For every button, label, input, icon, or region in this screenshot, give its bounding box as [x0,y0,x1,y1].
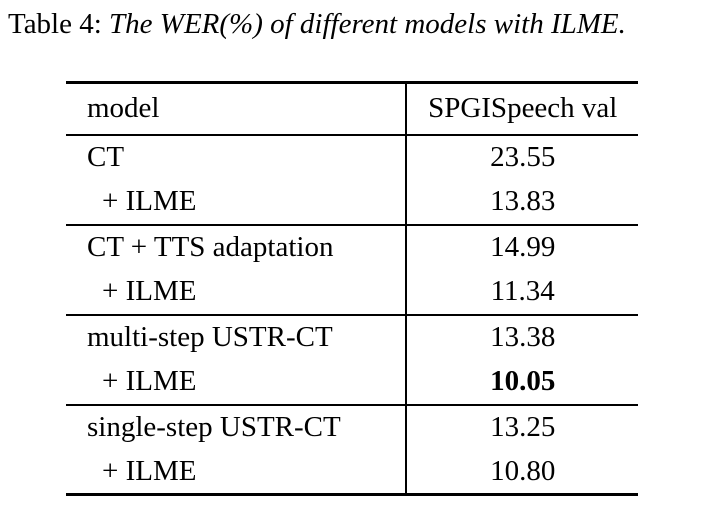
table-row: single-step USTR-CT 13.25 [66,404,638,450]
model-cell: single-step USTR-CT [87,411,341,443]
table-row: + ILME 11.34 [66,269,638,315]
table-row: + ILME 13.83 [66,179,638,225]
table-row: CT + TTS adaptation 14.99 [66,224,638,270]
value-cell: 13.25 [405,404,638,450]
table-caption: Table 4: The WER(%) of different models … [8,6,626,42]
table-group-single-step: single-step USTR-CT 13.25 + ILME 10.80 [66,404,638,495]
table-group-multi-step: multi-step USTR-CT 13.38 + ILME 10.05 [66,314,638,405]
value-cell-best: 10.05 [405,359,638,405]
model-cell: + ILME [102,365,197,397]
model-cell: multi-step USTR-CT [87,321,333,353]
model-cell: + ILME [102,275,197,307]
value-cell: 23.55 [405,134,638,180]
model-cell: + ILME [102,185,197,217]
table-row: + ILME 10.05 [66,359,638,405]
model-cell: CT [87,141,125,173]
value-cell: 14.99 [405,224,638,270]
model-cell: + ILME [102,454,197,487]
table-row: + ILME 10.80 [66,449,638,495]
table-group-ct-tts: CT + TTS adaptation 14.99 + ILME 11.34 [66,224,638,315]
value-cell: 11.34 [405,269,638,315]
caption-label: Table 4: [8,8,110,40]
value-cell: 10.80 [405,449,638,495]
table-header: model SPGISpeech val [66,82,638,135]
table-row: multi-step USTR-CT 13.38 [66,314,638,360]
column-header-spgispeech-val: SPGISpeech val [405,82,638,135]
column-header-model: model [87,92,160,125]
value-cell: 13.38 [405,314,638,360]
caption-text: The WER(%) of different models with ILME… [109,8,626,40]
value-cell: 13.83 [405,179,638,225]
header-row: model SPGISpeech val [66,82,638,135]
table-row: CT 23.55 [66,134,638,180]
wer-table: model SPGISpeech val CT 23.55 + ILME 13.… [66,81,638,496]
model-cell: CT + TTS adaptation [87,231,334,263]
table-group-ct: CT 23.55 + ILME 13.83 [66,134,638,225]
